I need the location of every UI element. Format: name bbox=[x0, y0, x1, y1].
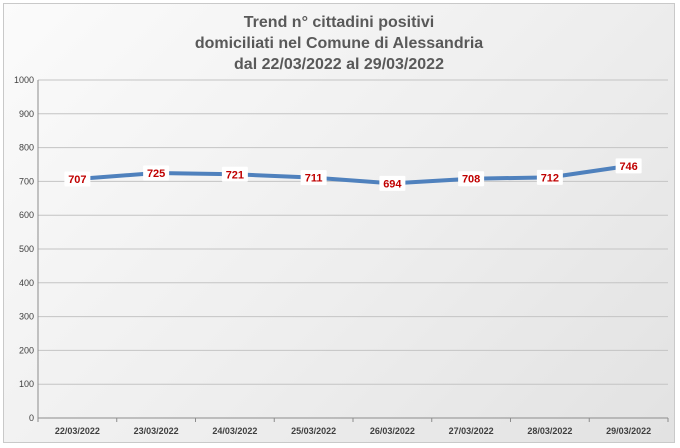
data-label-bg-2 bbox=[221, 166, 248, 182]
y-tick-label-800: 800 bbox=[19, 143, 34, 153]
y-tick-label-700: 700 bbox=[19, 176, 34, 186]
y-tick-label-1000: 1000 bbox=[14, 75, 34, 85]
data-label-0: 707 bbox=[68, 174, 86, 186]
x-tick-label-6: 28/03/2022 bbox=[527, 426, 572, 436]
x-tick-label-2: 24/03/2022 bbox=[212, 426, 257, 436]
y-tick-label-600: 600 bbox=[19, 210, 34, 220]
x-tick-label-0: 22/03/2022 bbox=[55, 426, 100, 436]
x-tick-label-5: 27/03/2022 bbox=[449, 426, 494, 436]
data-label-4: 694 bbox=[383, 178, 402, 190]
y-tick-label-400: 400 bbox=[19, 278, 34, 288]
data-label-7: 746 bbox=[619, 161, 637, 173]
data-label-bg-7 bbox=[615, 158, 642, 174]
y-tick-label-0: 0 bbox=[29, 413, 34, 423]
data-label-2: 721 bbox=[226, 169, 244, 181]
data-label-bg-6 bbox=[536, 169, 563, 185]
data-label-bg-3 bbox=[300, 170, 327, 186]
data-label-bg-1 bbox=[143, 165, 170, 181]
data-label-1: 725 bbox=[147, 168, 165, 180]
data-label-bg-4 bbox=[379, 175, 406, 191]
y-tick-label-200: 200 bbox=[19, 345, 34, 355]
data-label-6: 712 bbox=[541, 172, 559, 184]
chart-frame: Trend n° cittadini positivi domiciliati … bbox=[3, 3, 675, 443]
x-tick-label-4: 26/03/2022 bbox=[370, 426, 415, 436]
x-tick-label-3: 25/03/2022 bbox=[291, 426, 336, 436]
chart-title-line-1: Trend n° cittadini positivi bbox=[243, 14, 435, 31]
y-tick-label-300: 300 bbox=[19, 312, 34, 322]
y-tick-label-900: 900 bbox=[19, 109, 34, 119]
line-chart: 0 100 200 300 400 500 600 700 800 900 1000 22/03/20… bbox=[14, 75, 669, 436]
data-label-bg-5 bbox=[458, 171, 485, 187]
data-label-3: 711 bbox=[305, 173, 323, 185]
data-label-5: 708 bbox=[462, 174, 480, 186]
y-tick-label-100: 100 bbox=[19, 379, 34, 389]
chart-title-line-3: dal 22/03/2022 al 29/03/2022 bbox=[234, 56, 444, 73]
chart-title-line-2: domiciliati nel Comune di Alessandria bbox=[194, 35, 484, 52]
y-tick-label-500: 500 bbox=[19, 244, 34, 254]
data-label-bg-0 bbox=[64, 171, 91, 187]
x-tick-label-7: 29/03/2022 bbox=[606, 426, 651, 436]
chart-title: Trend n° cittadini positivi domiciliati … bbox=[4, 12, 674, 75]
series-line bbox=[75, 163, 631, 186]
x-tick-label-1: 23/03/2022 bbox=[134, 426, 179, 436]
